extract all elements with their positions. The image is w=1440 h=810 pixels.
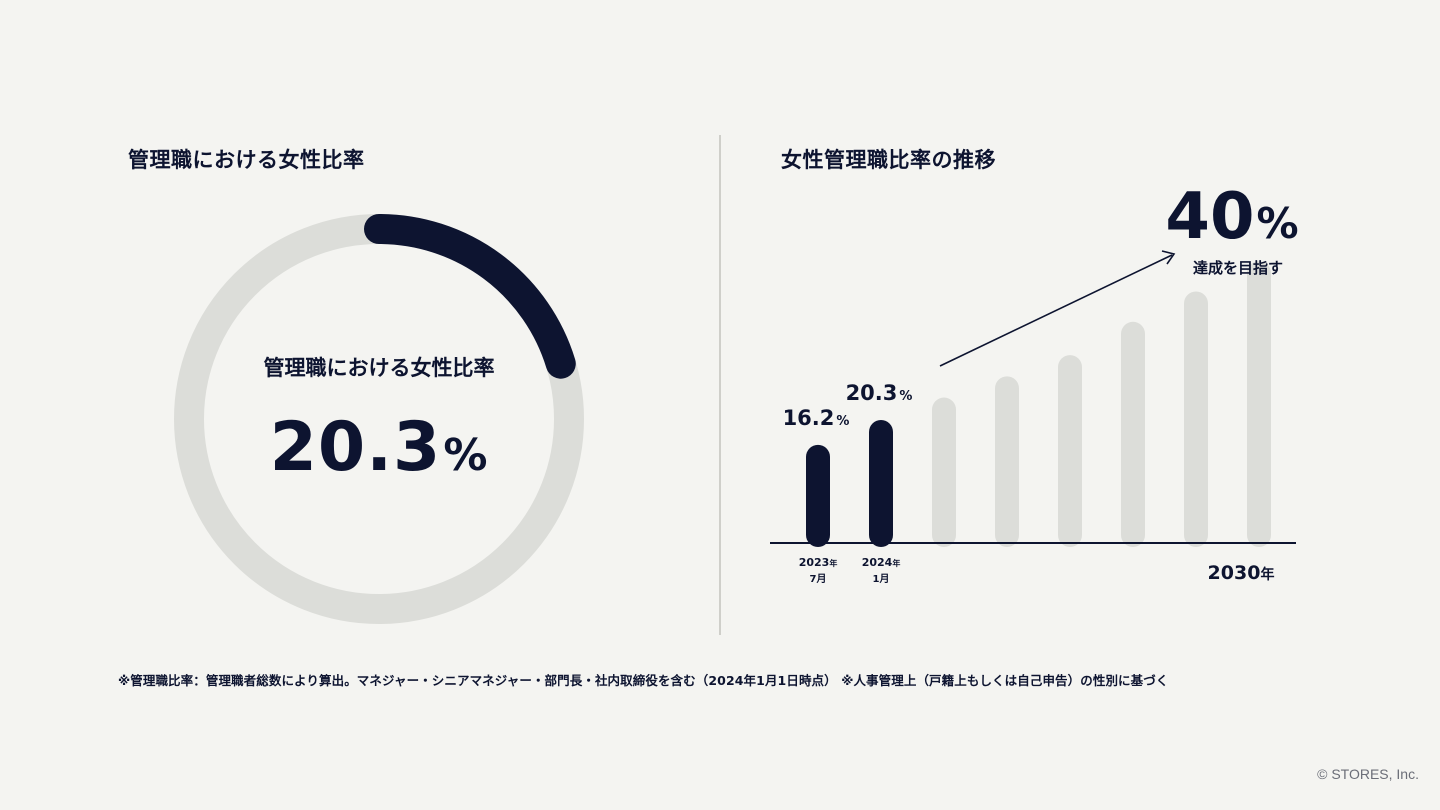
x-tick-label: 2024年 bbox=[862, 556, 901, 569]
bar-data-label-unit: % bbox=[836, 414, 849, 429]
bar bbox=[1247, 261, 1271, 547]
bar bbox=[869, 419, 893, 547]
x-tick-year: 2024 bbox=[862, 556, 893, 569]
goal-value: 40% bbox=[1165, 180, 1298, 254]
trend-arrow bbox=[939, 254, 1173, 367]
x-tick-month: 7月 bbox=[810, 573, 827, 585]
goal-caption: 達成を目指す bbox=[1193, 259, 1283, 277]
x-tick-label: 2023年 bbox=[799, 556, 838, 569]
x-tick-year-unit: 年 bbox=[892, 558, 900, 568]
bar-data-label: 16.2% bbox=[783, 406, 850, 430]
bar bbox=[932, 397, 956, 547]
bar-data-label-unit: % bbox=[899, 389, 912, 404]
donut-value: 20.3% bbox=[160, 408, 598, 487]
bar bbox=[995, 376, 1019, 547]
x-tick-year-unit: 年 bbox=[1260, 566, 1274, 583]
bar-group bbox=[806, 261, 1271, 547]
x-tick-year: 2030 bbox=[1208, 562, 1261, 584]
x-tick-label: 2030年 bbox=[1208, 562, 1275, 584]
x-tick-year: 2023 bbox=[799, 556, 830, 569]
bar bbox=[806, 444, 830, 547]
bar-data-label-value: 16.2 bbox=[783, 406, 835, 430]
donut-chart-title: 管理職における女性比率 bbox=[128, 148, 365, 172]
donut-value-unit: % bbox=[443, 430, 489, 481]
footnote: ※管理職比率：管理職者総数により算出。マネジャー・シニアマネジャー・部門長・社内… bbox=[118, 673, 1169, 688]
arrow-head-icon bbox=[1161, 250, 1176, 265]
bar bbox=[1184, 291, 1208, 547]
donut-caption: 管理職における女性比率 bbox=[263, 356, 495, 380]
bar bbox=[1121, 321, 1145, 547]
bar bbox=[1058, 355, 1082, 547]
copyright: © STORES, Inc. bbox=[1317, 766, 1419, 782]
section-divider bbox=[719, 135, 721, 635]
bar-data-label-value: 20.3 bbox=[846, 381, 898, 405]
donut-chart bbox=[174, 214, 584, 624]
x-tick-month: 1月 bbox=[873, 573, 890, 585]
x-tick-year-unit: 年 bbox=[829, 558, 837, 568]
goal-value-unit: % bbox=[1256, 199, 1298, 248]
goal-value-number: 40 bbox=[1165, 180, 1254, 254]
bar-data-label: 20.3% bbox=[846, 381, 913, 405]
donut-value-number: 20.3 bbox=[269, 408, 442, 487]
donut-value-arc bbox=[364, 214, 576, 379]
bar-chart-title: 女性管理職比率の推移 bbox=[781, 148, 996, 172]
